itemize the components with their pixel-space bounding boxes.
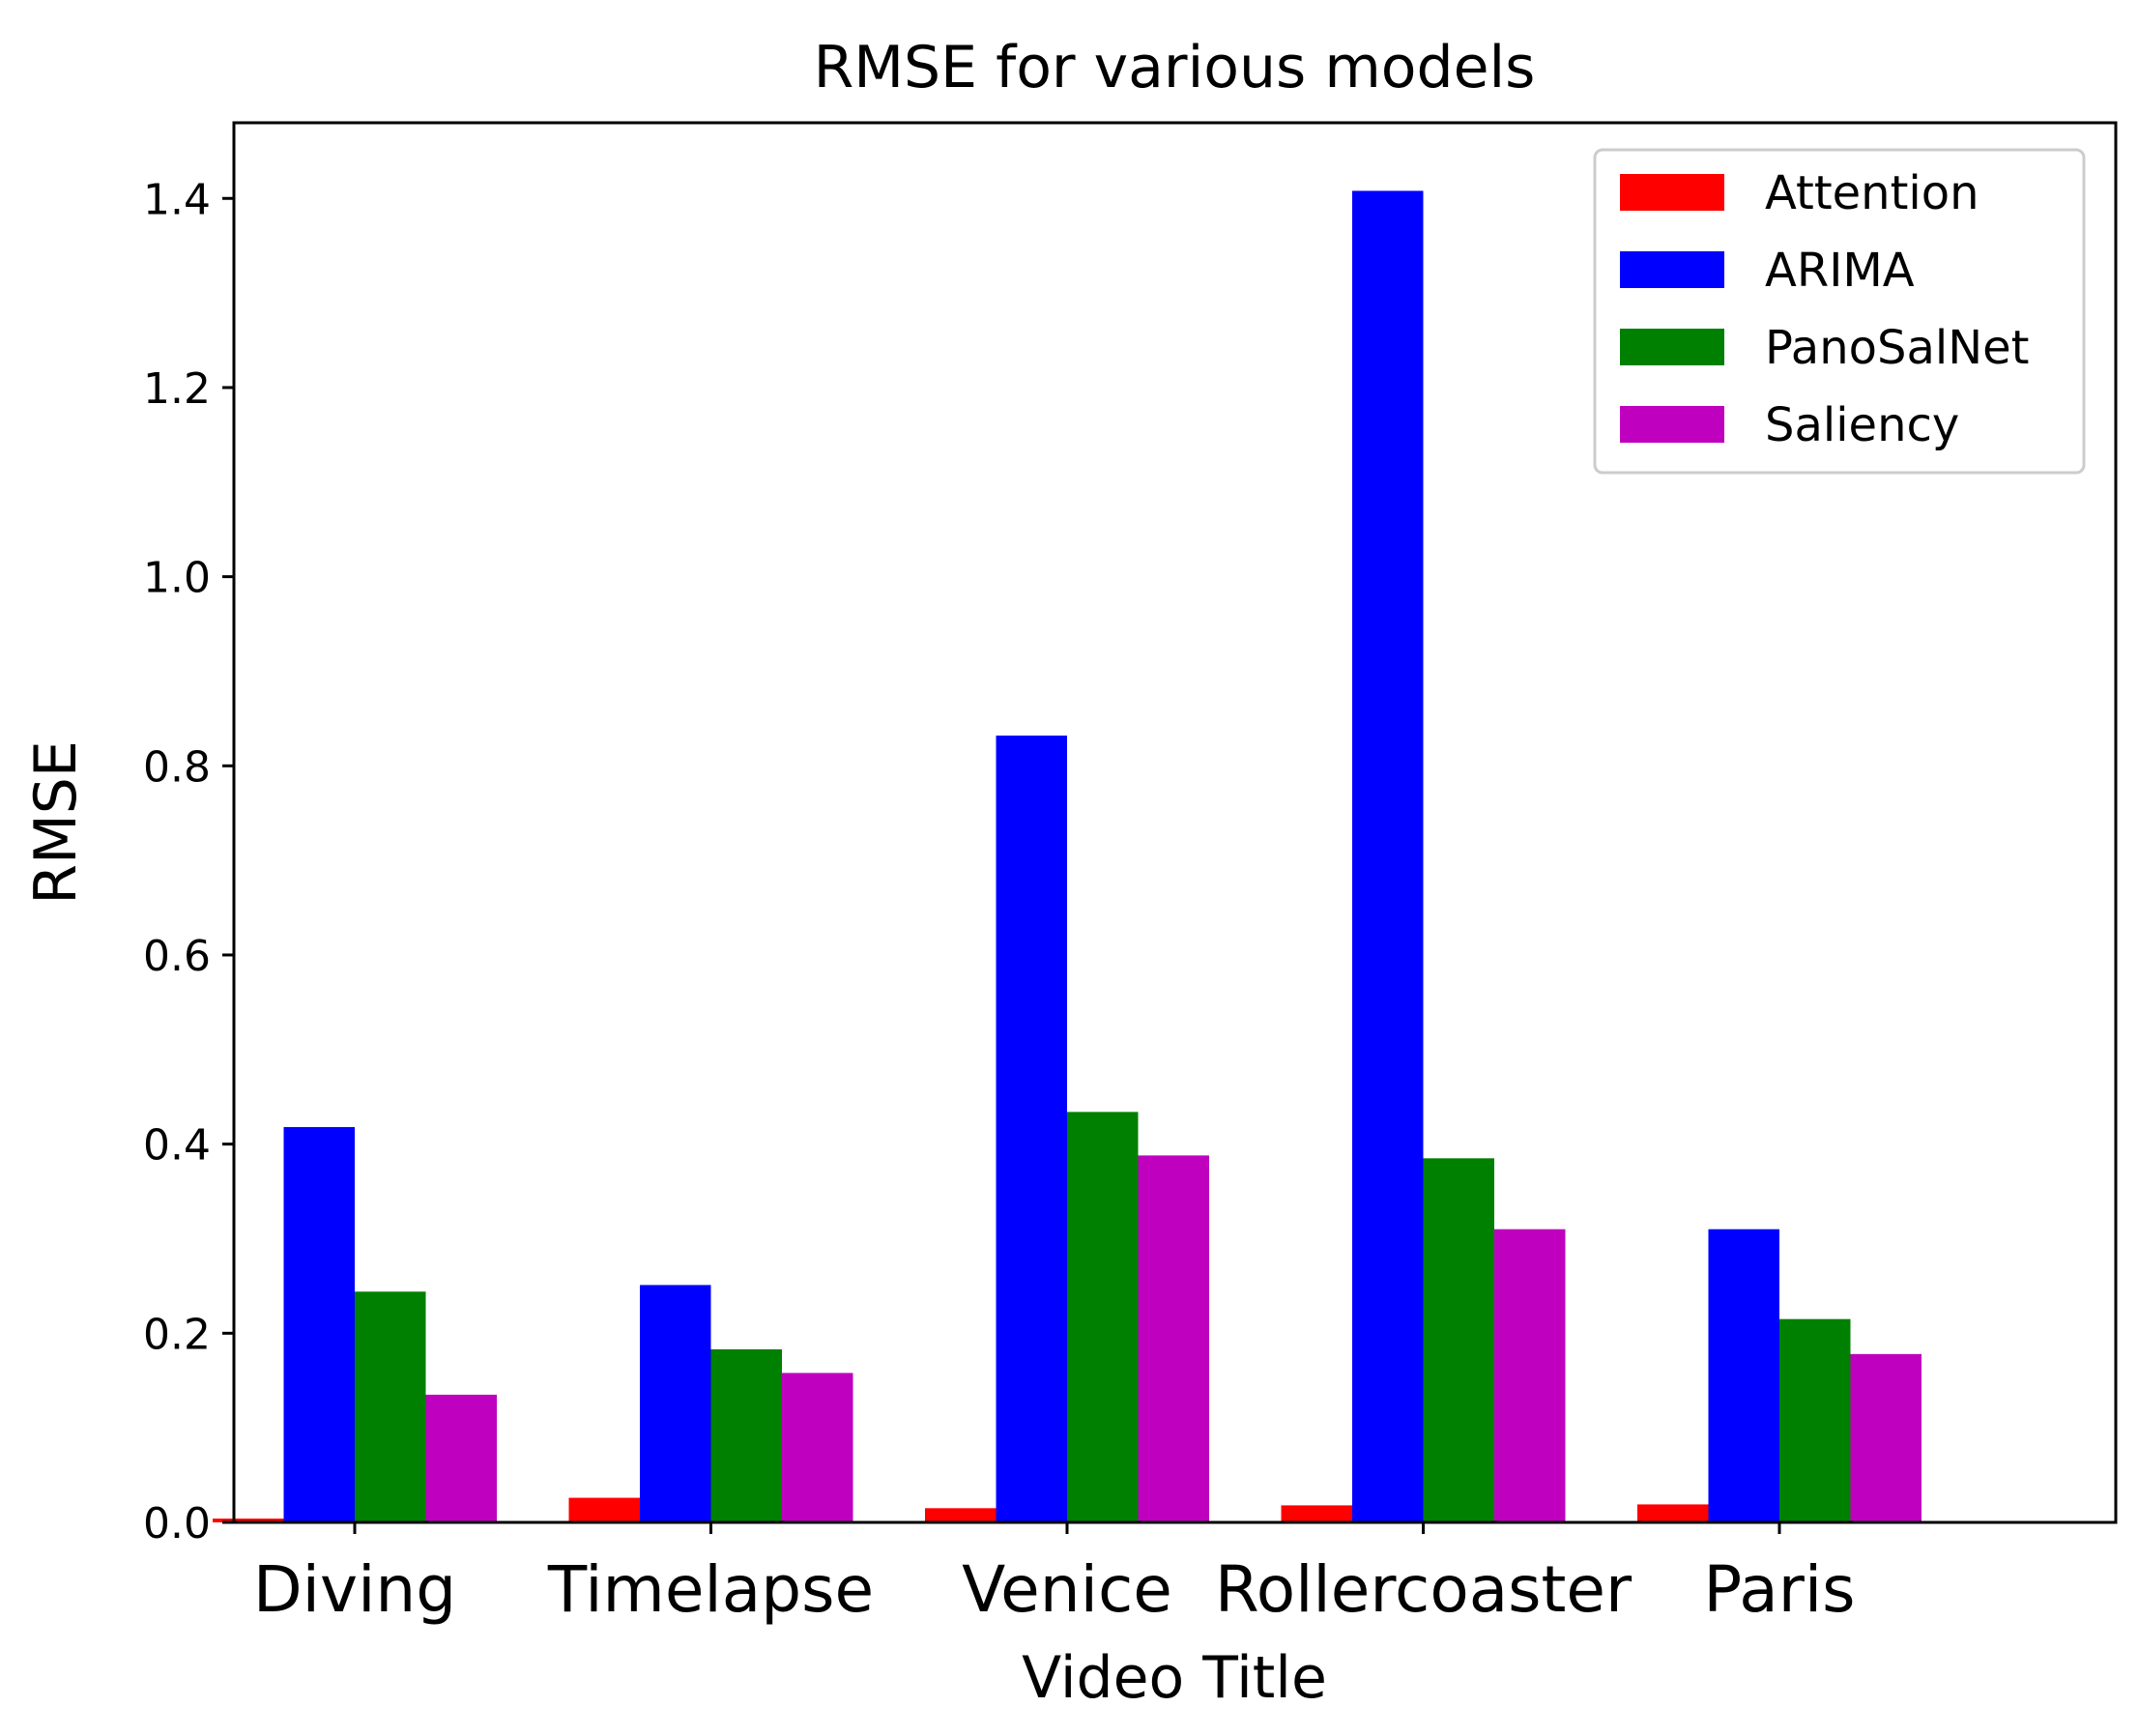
x-tick-label-diving: Diving bbox=[253, 1552, 456, 1627]
bars bbox=[213, 190, 1921, 1523]
legend-label-saliency: Saliency bbox=[1765, 398, 1959, 452]
x-tick-label-rollercoaster: Rollercoaster bbox=[1215, 1552, 1632, 1627]
bar-panosalnet-rollercoaster bbox=[1423, 1158, 1494, 1522]
legend-label-panosalnet: PanoSalNet bbox=[1765, 321, 2029, 375]
chart-title: RMSE for various models bbox=[814, 34, 1536, 101]
y-tick-label: 0.4 bbox=[143, 1121, 211, 1171]
bar-arima-venice bbox=[996, 735, 1067, 1522]
x-tick-label-timelapse: Timelapse bbox=[547, 1552, 874, 1627]
x-axis-label: Video Title bbox=[1022, 1644, 1327, 1712]
bar-saliency-paris bbox=[1850, 1353, 1921, 1522]
bar-arima-diving bbox=[283, 1127, 355, 1522]
x-axis: Diving Timelapse Venice Rollercoaster Paris bbox=[253, 1522, 1856, 1627]
bar-arima-paris bbox=[1708, 1229, 1779, 1522]
legend-label-arima: ARIMA bbox=[1765, 244, 1915, 298]
y-tick-label: 0.6 bbox=[143, 932, 211, 981]
bar-saliency-venice bbox=[1138, 1155, 1209, 1522]
bar-saliency-timelapse bbox=[782, 1373, 853, 1522]
legend-swatch-arima bbox=[1620, 251, 1724, 288]
bar-panosalnet-diving bbox=[355, 1291, 426, 1522]
legend-swatch-attention bbox=[1620, 174, 1724, 211]
bar-attention-timelapse bbox=[568, 1497, 640, 1522]
bar-saliency-rollercoaster bbox=[1494, 1229, 1566, 1522]
bar-saliency-diving bbox=[425, 1394, 497, 1522]
bar-attention-paris bbox=[1637, 1504, 1709, 1522]
legend-box bbox=[1593, 148, 2086, 475]
plot-frame bbox=[232, 121, 2118, 1524]
bar-panosalnet-timelapse bbox=[710, 1348, 782, 1522]
x-tick-label-venice: Venice bbox=[962, 1552, 1172, 1627]
bar-arima-timelapse bbox=[640, 1285, 711, 1522]
y-tick-label: 0.8 bbox=[143, 742, 211, 792]
x-tick-label-paris: Paris bbox=[1703, 1552, 1855, 1627]
bar-panosalnet-paris bbox=[1779, 1318, 1851, 1522]
legend: Attention ARIMA PanoSalNet Saliency bbox=[1593, 148, 2086, 475]
y-axis: 0.0 0.2 0.4 0.6 0.8 1.0 1.2 1.4 bbox=[143, 175, 234, 1548]
y-tick-label: 1.4 bbox=[143, 175, 211, 224]
y-axis-label: RMSE bbox=[22, 740, 90, 904]
y-tick-label: 1.2 bbox=[143, 364, 211, 414]
legend-swatch-panosalnet bbox=[1620, 329, 1724, 365]
bar-attention-venice bbox=[925, 1508, 997, 1522]
bar-attention-diving bbox=[213, 1519, 284, 1522]
legend-label-attention: Attention bbox=[1765, 166, 1979, 220]
y-tick-label: 1.0 bbox=[143, 554, 211, 603]
bar-arima-rollercoaster bbox=[1352, 190, 1424, 1523]
y-tick-label: 0.2 bbox=[143, 1310, 211, 1359]
bar-panosalnet-venice bbox=[1067, 1112, 1139, 1522]
legend-swatch-saliency bbox=[1620, 406, 1724, 443]
y-tick-label: 0.0 bbox=[143, 1499, 211, 1548]
bar-attention-rollercoaster bbox=[1281, 1505, 1352, 1522]
